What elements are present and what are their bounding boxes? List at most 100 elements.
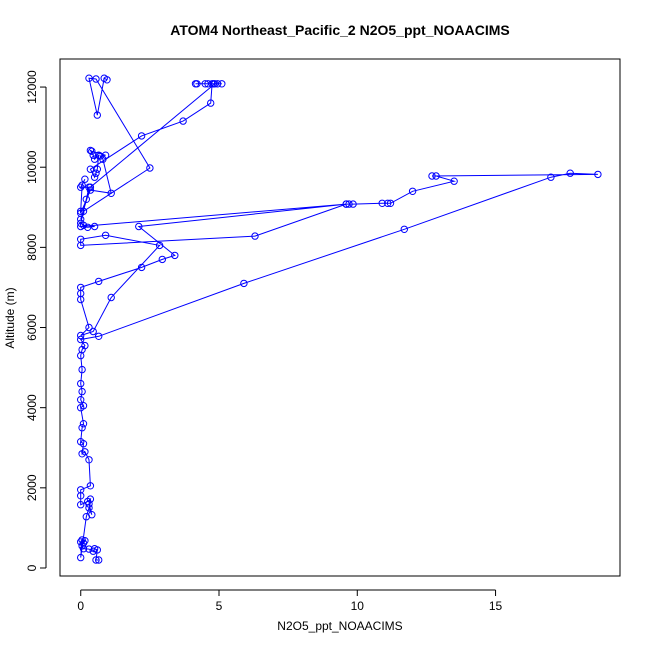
data-point xyxy=(78,387,86,396)
data-point xyxy=(77,215,85,224)
data-point xyxy=(78,181,86,189)
data-point xyxy=(171,251,179,260)
data-point xyxy=(92,169,100,177)
data-point xyxy=(84,497,92,506)
data-point xyxy=(95,332,103,340)
data-point xyxy=(81,175,89,183)
x-tick-label: 0 xyxy=(77,599,84,613)
data-point xyxy=(77,207,85,216)
data-point xyxy=(78,536,86,544)
series-line xyxy=(79,77,598,561)
data-point xyxy=(77,396,85,404)
data-point xyxy=(240,279,248,288)
data-point xyxy=(428,172,436,180)
data-point xyxy=(89,151,97,159)
data-point xyxy=(77,183,85,191)
data-point xyxy=(77,335,85,344)
data-point xyxy=(107,293,115,302)
data-point xyxy=(342,200,350,208)
data-point xyxy=(158,255,167,264)
data-point xyxy=(89,327,97,336)
data-point xyxy=(155,241,164,250)
data-point xyxy=(146,164,154,172)
data-point xyxy=(77,241,85,250)
y-tick-label: 12000 xyxy=(25,70,39,104)
data-point xyxy=(84,223,92,232)
data-point xyxy=(90,155,99,163)
data-point xyxy=(77,438,85,446)
data-point xyxy=(78,365,86,374)
x-tick-label: 10 xyxy=(351,599,365,613)
y-tick-label: 10000 xyxy=(25,150,39,184)
data-point xyxy=(89,547,97,555)
data-point xyxy=(137,132,146,140)
data-point xyxy=(93,111,102,119)
data-point xyxy=(88,147,96,155)
data-point xyxy=(90,173,99,181)
data-point xyxy=(191,80,200,88)
y-tick-label: 6000 xyxy=(25,314,39,341)
x-axis-label: N2O5_ppt_NOAACIMS xyxy=(277,619,402,633)
y-axis: 0 2000 4000 6000 8000 10000 12000 xyxy=(25,70,47,571)
data-point xyxy=(95,277,103,286)
data-point xyxy=(77,501,85,509)
data-point xyxy=(78,424,86,432)
y-tick-label: 8000 xyxy=(25,234,39,261)
data-point xyxy=(566,169,574,177)
data-point xyxy=(101,151,110,159)
data-point xyxy=(547,173,555,181)
data-point xyxy=(432,172,440,180)
data-point xyxy=(179,117,187,125)
data-point xyxy=(85,323,93,332)
data-point xyxy=(78,450,86,458)
data-point xyxy=(77,486,85,494)
chart-title: ATOM4 Northeast_Pacific_2 N2O5_ppt_NOAAC… xyxy=(170,22,509,38)
data-point xyxy=(96,152,104,160)
data-point xyxy=(86,186,95,194)
data-point xyxy=(93,165,102,173)
x-tick-label: 15 xyxy=(489,599,503,613)
data-point xyxy=(107,189,115,198)
data-point xyxy=(384,199,392,208)
data-point xyxy=(81,341,89,350)
x-tick-label: 5 xyxy=(216,599,223,613)
data-point xyxy=(86,183,95,191)
data-point xyxy=(88,511,96,519)
data-point xyxy=(408,187,417,196)
y-tick-label: 4000 xyxy=(25,394,39,421)
data-point xyxy=(218,80,226,88)
data-point xyxy=(79,402,88,410)
data-point xyxy=(95,151,103,159)
data-point xyxy=(79,420,88,428)
data-point xyxy=(90,222,99,231)
data-point xyxy=(450,177,458,185)
data-point xyxy=(77,295,85,304)
data-point xyxy=(86,482,95,490)
y-axis-label: Altitude (m) xyxy=(3,287,17,348)
data-point xyxy=(211,80,219,88)
data-point xyxy=(77,553,85,562)
data-point xyxy=(137,263,146,272)
data-point xyxy=(213,80,222,88)
data-point xyxy=(79,207,88,216)
data-point xyxy=(92,75,100,83)
data-point xyxy=(400,225,408,234)
data-point xyxy=(135,222,143,231)
data-point xyxy=(378,199,386,208)
data-point xyxy=(201,80,209,88)
data-point xyxy=(95,556,103,564)
data-point xyxy=(86,165,95,173)
data-point xyxy=(92,556,100,564)
data-point xyxy=(207,99,215,107)
x-axis: 0 5 10 15 xyxy=(77,589,503,613)
data-point xyxy=(251,232,259,240)
y-tick-label: 2000 xyxy=(25,474,39,501)
data-point xyxy=(77,219,85,228)
y-tick-label: 0 xyxy=(25,564,39,571)
data-point xyxy=(85,545,93,553)
data-point xyxy=(85,456,93,464)
data-point xyxy=(77,379,85,388)
data-point xyxy=(594,170,602,179)
data-point xyxy=(103,76,111,84)
